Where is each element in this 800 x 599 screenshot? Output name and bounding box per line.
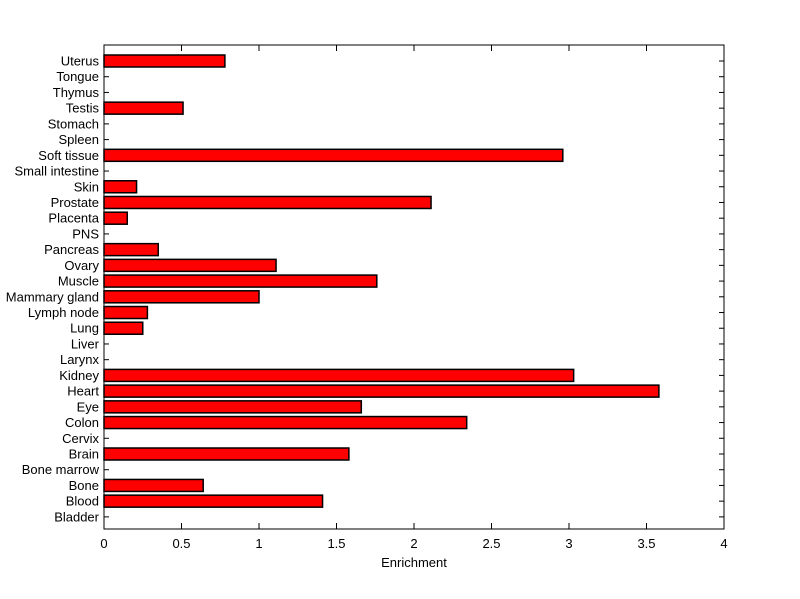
bar-prostate [103,195,432,210]
bar-colon [103,415,468,430]
y-tick-label: Bone [69,478,99,493]
y-tick-label: Eye [77,399,99,414]
y-tick-label: Bone marrow [22,462,100,477]
x-axis-label: Enrichment [381,555,447,570]
bar-brain [103,447,350,461]
y-tick-label: Placenta [48,211,99,226]
y-tick-label: Thymus [53,85,100,100]
bar-ovary [103,258,277,273]
bar-testis [103,101,184,115]
y-tick-label: Spleen [59,132,99,147]
y-tick-label: Liver [71,336,100,351]
y-tick-label: Lymph node [28,305,99,320]
x-tick-label: 1.5 [327,536,345,551]
y-tick-label: Testis [66,101,100,116]
bar-uterus [103,54,226,68]
y-tick-label: Skin [74,179,99,194]
y-tick-label: Small intestine [14,164,99,179]
x-tick-label: 0.5 [172,536,190,551]
y-tick-label: Blood [66,494,99,509]
bar-skin [103,180,138,194]
y-tick-label: Larynx [60,352,100,367]
x-tick-label: 2 [410,536,417,551]
y-tick-label: Prostate [51,195,99,210]
y-tick-label: Muscle [58,274,99,289]
bar-bone [103,478,204,493]
y-tick-label: PNS [72,226,99,241]
x-tick-label: 1 [255,536,262,551]
x-tick-label: 0 [100,536,107,551]
y-tick-label: Kidney [59,368,99,383]
x-tick-label: 4 [720,536,727,551]
y-tick-label: Ovary [64,258,99,273]
x-tick-label: 2.5 [482,536,500,551]
bar-lung [103,321,144,335]
bar-heart [103,384,660,398]
y-tick-label: Pancreas [44,242,99,257]
bar-placenta [103,211,128,225]
bar-soft-tissue [103,148,564,163]
bar-pancreas [103,242,159,257]
y-tick-label: Colon [65,415,99,430]
y-tick-label: Mammary gland [6,289,99,304]
bar-muscle [103,274,378,288]
bar-mammary-gland [103,290,260,304]
y-tick-label: Stomach [48,116,99,131]
bar-kidney [103,368,575,383]
x-tick-label: 3 [565,536,572,551]
y-tick-label: Lung [70,321,99,336]
y-tick-label: Brain [69,447,99,462]
y-tick-label: Uterus [61,54,100,69]
y-tick-label: Heart [67,384,99,399]
y-tick-label: Bladder [54,509,99,524]
bar-eye [103,400,363,414]
y-tick-label: Cervix [62,431,99,446]
y-tick-label: Soft tissue [38,148,99,163]
y-tick-label: Tongue [56,69,99,84]
bar-lymph-node [103,305,149,320]
x-tick-label: 3.5 [637,536,655,551]
bar-blood [103,494,324,508]
